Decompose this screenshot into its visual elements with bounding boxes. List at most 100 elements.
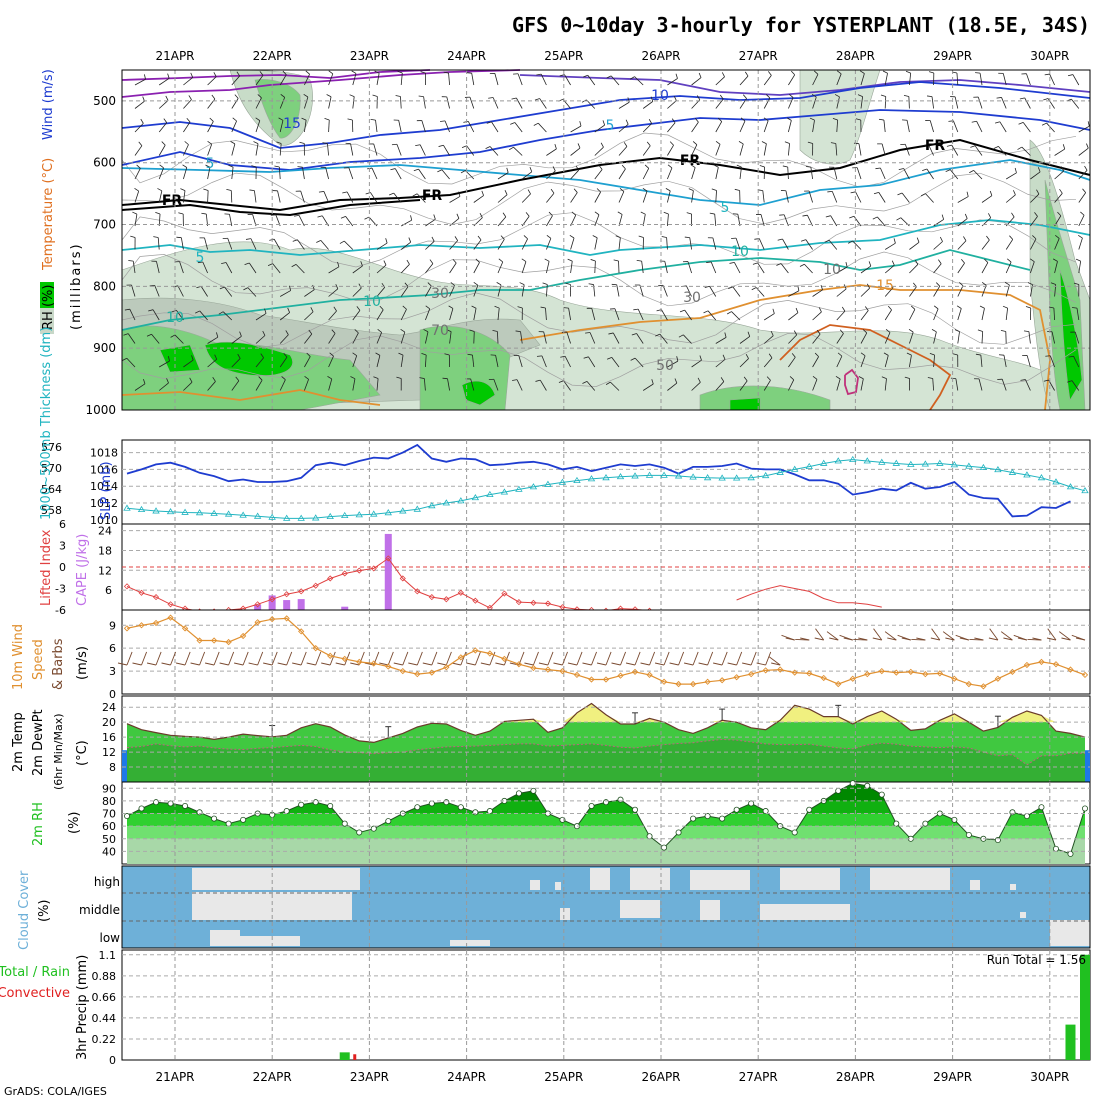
wind-barb [928,144,934,156]
rh-contour [121,292,1077,348]
wind-barb-flag [488,97,494,99]
rh-shade [159,344,201,373]
wind-barb-flag [923,144,929,146]
wind-barb [320,240,329,250]
wind-barb-flag [372,94,378,97]
wind-barb [662,285,668,297]
thickness-marker [979,463,988,471]
wind-barb [129,309,136,321]
wind-barb-flag [866,283,870,289]
wind-barb-flag [1059,188,1063,194]
wind-barb [714,214,717,227]
wind10m-barb [533,651,539,666]
wind-barb-flag [834,94,840,98]
wind-barb-flag [713,164,719,168]
wind-barb-flag [897,192,903,196]
wind-barb-flag [249,189,255,192]
wind-barb-flag [832,117,838,121]
wind-barb-flag [692,141,698,146]
wind-barb-flag [1020,379,1026,381]
contour-label: 30 [431,286,449,302]
wind-barb-flag [1061,166,1064,172]
wind-barb-flag [671,118,676,124]
wind-barb [376,73,380,86]
wind-barb-flag [640,211,646,215]
wind-speed-marker [994,675,1002,682]
wind-speed-marker [356,658,363,666]
tick-label: 12 [102,746,116,759]
thickness-marker [1023,471,1031,478]
contour-label: 5 [196,250,205,266]
tick-label: 24 [102,701,116,714]
rh2m-marker [182,802,189,809]
wind-barb [568,308,571,321]
wind-barb-flag [236,71,240,77]
clear-sky-block [240,936,300,946]
wind-barb-flag [914,259,919,265]
wind-barb [131,284,136,297]
wind-barb [812,74,819,86]
thickness-marker [544,480,552,487]
wind10m-barb-flag [379,662,389,666]
wind10m-barb-flag [901,637,911,641]
wind-barb [207,144,213,156]
wind10m-barb [416,651,423,666]
wind-barb [833,167,838,180]
wind-barb [957,308,962,321]
wind-speed-marker [283,615,290,622]
tick-label: 1.1 [99,949,117,962]
wind-barb-flag [952,353,958,356]
wind-barb-flag [443,71,449,74]
wind-barb [398,120,402,133]
wind-barb-flag [438,144,444,147]
wind-barb-flag [853,142,860,145]
wind-barb-flag [623,142,628,147]
top-date-label: 28APR [836,49,875,63]
wind-barb [370,192,378,203]
wind10m-barb-flag [582,662,592,666]
top-date-label: 30APR [1030,49,1069,63]
temperature-contour [519,74,1091,96]
wind-barb [521,171,533,180]
bottom-date-label: 22APR [253,1070,292,1084]
wind-barb [255,75,264,86]
wind-barb [352,96,355,109]
wind10m-barb-flag [175,662,186,666]
slp-ylabel: SLP (mb) [99,461,114,520]
wind-barb [425,308,431,321]
wind-barb-flag [945,169,951,173]
clear-sky-block [450,940,490,946]
wind-barb [758,238,765,250]
wind-barb [183,77,193,86]
wind-barb [906,120,910,133]
wind-barb [610,381,620,391]
credit-label: GrADS: COLA/IGES [4,1085,107,1098]
rh2m-marker [922,820,929,827]
wind10m-barb [884,631,897,641]
wind-barb-flag [954,329,960,332]
wind-barb [393,192,402,203]
wind-speed-marker [544,666,552,673]
wind-barb [231,98,239,109]
wind-barb-flag [270,214,276,216]
wind-barb-flag [802,214,808,217]
wind-barb-flag [651,379,654,385]
rh-contour [121,333,1077,387]
wind-barb-flag [881,376,887,379]
wind-barb [563,380,571,391]
wind-barb-flag [882,70,888,74]
wind-barb-flag [898,168,904,170]
wind-barb-flag [420,71,426,74]
wind-barb-flag [619,188,625,192]
wind10m-barb-flag [451,662,461,666]
wind-barb-flag [306,352,311,357]
wind10m-barb-flag [814,637,824,641]
thickness-marker [747,474,755,481]
clear-sky-block [250,895,330,920]
wind-barb [346,191,354,203]
wind-barb-flag [352,352,357,356]
wind-barb [929,120,934,133]
wind-barb-flag [546,235,552,239]
wind-barb-flag [440,120,446,122]
